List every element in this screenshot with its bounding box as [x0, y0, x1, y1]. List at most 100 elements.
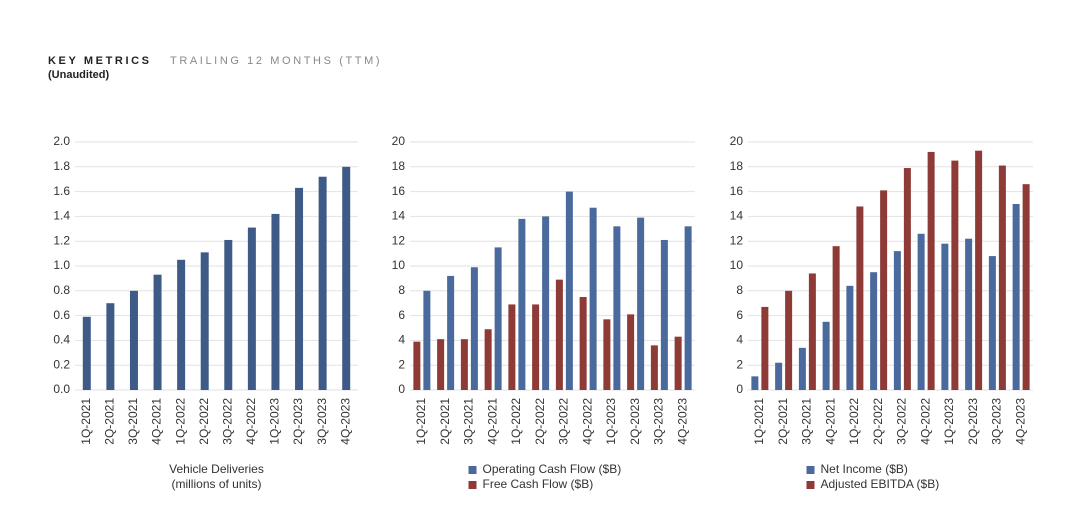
bar — [271, 213, 280, 390]
bar — [965, 238, 973, 390]
bar — [856, 206, 864, 390]
y-tick-label: 0.2 — [53, 357, 70, 371]
x-tick-label: 4Q-2023 — [675, 398, 689, 445]
bar — [1012, 204, 1020, 390]
x-tick-label: 4Q-2022 — [244, 398, 258, 445]
y-tick-label: 20 — [730, 134, 744, 148]
y-tick-label: 2 — [736, 357, 743, 371]
x-tick-label: 4Q-2023 — [1013, 398, 1027, 445]
bar — [660, 239, 668, 390]
bar — [627, 314, 635, 390]
bar — [494, 247, 502, 390]
x-tick-label: 2Q-2022 — [871, 398, 885, 445]
y-tick-label: 0.4 — [53, 333, 70, 347]
x-tick-label: 4Q-2021 — [150, 398, 164, 445]
bar — [82, 316, 91, 390]
legend-label: Operating Cash Flow ($B) — [483, 462, 622, 476]
bar — [555, 279, 563, 390]
x-tick-label: 1Q-2021 — [752, 398, 766, 445]
bar — [832, 246, 840, 390]
bar — [674, 336, 682, 390]
legend-label: Adjusted EBITDA ($B) — [821, 477, 940, 491]
bar — [941, 243, 949, 390]
x-tick-label: 3Q-2021 — [126, 398, 140, 445]
x-axis-label: (millions of units) — [171, 477, 261, 491]
x-tick-label: 4Q-2022 — [580, 398, 594, 445]
x-tick-label: 1Q-2021 — [79, 398, 93, 445]
x-tick-label: 1Q-2022 — [173, 398, 187, 445]
bar — [484, 329, 492, 390]
bar — [603, 319, 611, 390]
y-tick-label: 2 — [398, 357, 405, 371]
bar — [589, 207, 597, 390]
x-tick-label: 3Q-2021 — [462, 398, 476, 445]
x-tick-label: 4Q-2023 — [338, 398, 352, 445]
bar — [200, 252, 209, 390]
note: (Unaudited) — [48, 69, 109, 81]
bar — [423, 290, 431, 390]
x-tick-label: 2Q-2021 — [103, 398, 117, 445]
bar — [532, 304, 540, 390]
bar — [247, 227, 256, 390]
y-tick-label: 1.0 — [53, 258, 70, 272]
bar — [775, 362, 783, 390]
bar — [129, 290, 138, 390]
bar — [951, 160, 959, 390]
x-tick-label: 1Q-2023 — [604, 398, 618, 445]
bar — [1022, 184, 1030, 390]
y-tick-label: 4 — [398, 333, 405, 347]
x-tick-label: 3Q-2023 — [990, 398, 1004, 445]
y-tick-label: 12 — [392, 233, 406, 247]
x-tick-label: 1Q-2022 — [847, 398, 861, 445]
bar — [880, 190, 888, 390]
y-tick-label: 10 — [730, 258, 744, 272]
x-tick-label: 2Q-2023 — [966, 398, 980, 445]
bar — [785, 290, 793, 390]
y-tick-label: 0.8 — [53, 283, 70, 297]
y-tick-label: 1.2 — [53, 233, 70, 247]
bar — [927, 151, 935, 390]
y-tick-label: 16 — [392, 184, 406, 198]
bar — [177, 259, 186, 390]
bar — [751, 376, 759, 390]
x-tick-label: 1Q-2021 — [414, 398, 428, 445]
bar — [761, 306, 769, 390]
legend-label: Free Cash Flow ($B) — [483, 477, 594, 491]
bar — [684, 226, 692, 390]
x-tick-label: 1Q-2022 — [509, 398, 523, 445]
y-tick-label: 6 — [398, 308, 405, 322]
legend-swatch — [806, 481, 815, 489]
x-tick-label: 2Q-2023 — [628, 398, 642, 445]
x-tick-label: 3Q-2023 — [315, 398, 329, 445]
bar — [870, 272, 878, 390]
y-tick-label: 16 — [730, 184, 744, 198]
bar — [508, 304, 516, 390]
bar — [460, 339, 468, 390]
bar — [295, 187, 304, 390]
x-tick-label: 3Q-2022 — [220, 398, 234, 445]
x-tick-label: 2Q-2021 — [776, 398, 790, 445]
bar — [637, 217, 645, 390]
x-tick-label: 3Q-2021 — [800, 398, 814, 445]
y-tick-label: 10 — [392, 258, 406, 272]
bar — [153, 274, 162, 390]
legend-label: Net Income ($B) — [821, 462, 908, 476]
bar — [988, 256, 996, 390]
y-tick-label: 20 — [392, 134, 406, 148]
y-tick-label: 0 — [398, 382, 405, 396]
x-tick-label: 3Q-2022 — [895, 398, 909, 445]
x-tick-label: 2Q-2023 — [291, 398, 305, 445]
x-tick-label: 1Q-2023 — [942, 398, 956, 445]
x-tick-label: 2Q-2022 — [197, 398, 211, 445]
bar — [975, 150, 983, 390]
bar — [798, 347, 806, 390]
y-tick-label: 8 — [736, 283, 743, 297]
legend-swatch — [468, 466, 477, 474]
bar — [579, 297, 587, 390]
bar — [542, 216, 550, 390]
y-tick-label: 14 — [392, 209, 406, 223]
legend-swatch — [806, 466, 815, 474]
bar — [224, 239, 233, 390]
bar — [846, 285, 854, 390]
